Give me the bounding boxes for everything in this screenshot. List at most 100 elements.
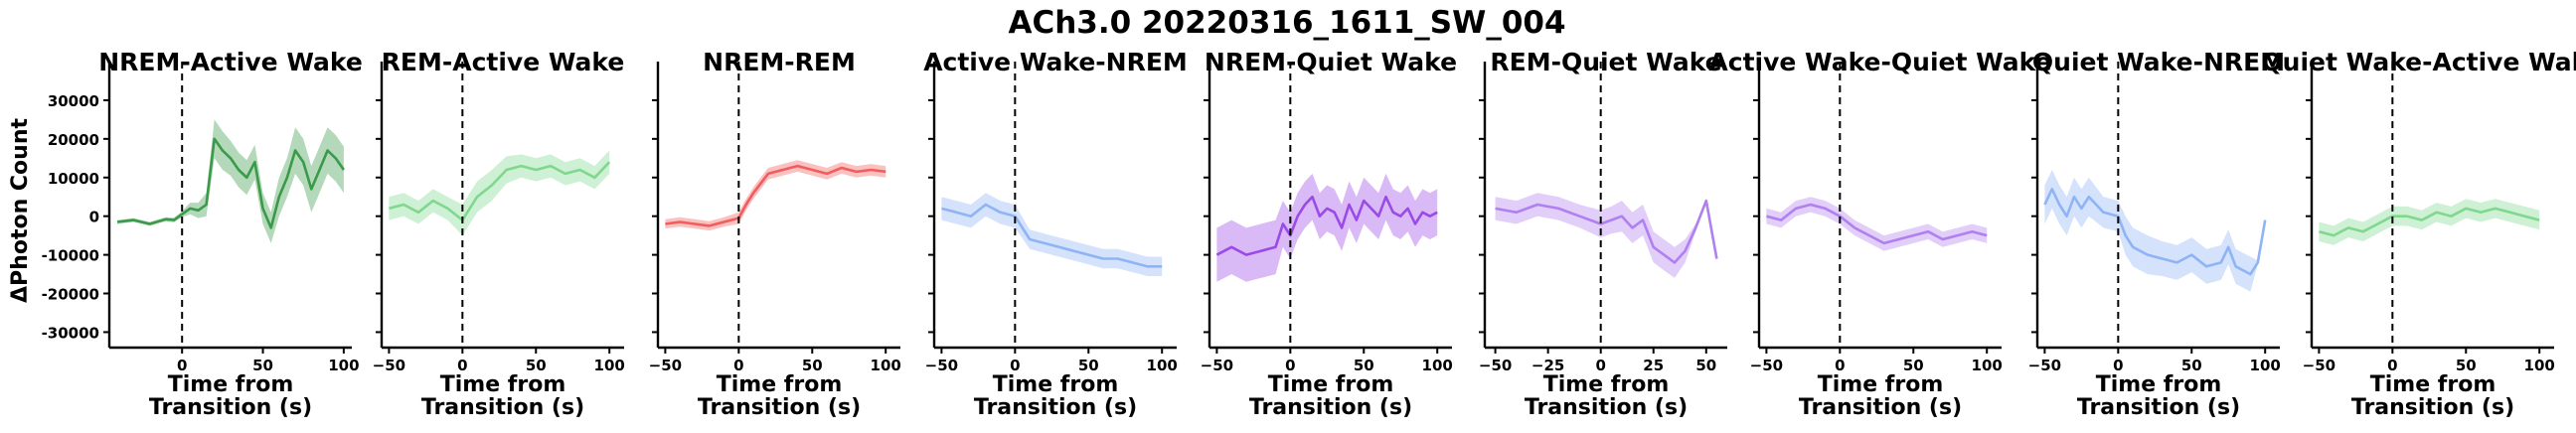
x-tick-label: −50 (925, 357, 958, 374)
series-line (1766, 203, 1988, 245)
x-axis-label: Transition (s) (698, 395, 861, 420)
x-axis-label: Time from (1543, 372, 1670, 397)
x-tick-label: 0 (2387, 357, 2397, 374)
subplot-title: Quiet Wake-NREM (2032, 48, 2285, 76)
x-tick-label: −50 (1479, 357, 1512, 374)
x-tick-label: 100 (594, 357, 625, 374)
confidence-band (2044, 170, 2266, 292)
x-axis-label: Time from (2096, 372, 2222, 397)
x-tick-label: 0 (1835, 357, 1845, 374)
x-axis-label: Time from (2370, 372, 2496, 397)
x-tick-label: 0 (1595, 357, 1605, 374)
x-tick-label: 50 (526, 357, 547, 374)
x-tick-label: 50 (2181, 357, 2202, 374)
x-tick-label: −50 (2303, 357, 2335, 374)
subplot-title: NREM-Quiet Wake (1205, 48, 1457, 76)
x-tick-label: −25 (1531, 357, 1564, 374)
y-tick-label: -30000 (42, 324, 99, 342)
x-tick-label: −50 (1750, 357, 1783, 374)
series-line (2043, 188, 2267, 276)
y-tick-label: 0 (89, 209, 99, 226)
x-tick-label: −50 (1201, 357, 1233, 374)
subplot-title: Active Wake-Quiet Wake (1708, 48, 2051, 76)
x-tick-label: 50 (802, 357, 823, 374)
x-tick-label: 100 (2524, 357, 2555, 374)
series-line (2319, 207, 2540, 237)
x-tick-label: 0 (1285, 357, 1295, 374)
x-tick-label: −50 (2028, 357, 2061, 374)
x-tick-label: 25 (1643, 357, 1664, 374)
subplot-4: −50 0 50 100 Active Wake-NREM Time fromTransi… (923, 48, 1188, 420)
x-tick-label: 50 (1078, 357, 1099, 374)
x-tick-label: −50 (649, 357, 682, 374)
x-axis-label: Transition (s) (149, 395, 312, 420)
x-tick-label: 0 (177, 357, 187, 374)
x-axis-label: Time from (1818, 372, 1944, 397)
x-tick-label: −50 (373, 357, 405, 374)
confidence-band (1766, 197, 1988, 251)
y-tick-label: -20000 (42, 286, 99, 304)
confidence-band (117, 119, 344, 243)
x-tick-label: 50 (1695, 357, 1716, 374)
confidence-band (2319, 199, 2540, 245)
x-axis-label: Time from (1268, 372, 1394, 397)
x-axis-label: Transition (s) (2077, 395, 2240, 420)
x-tick-label: 100 (2250, 357, 2281, 374)
x-axis-label: Time from (717, 372, 843, 397)
figure-suptitle: ACh3.0 20220316_1611_SW_004 (1008, 5, 1565, 41)
series-line (1215, 195, 1438, 256)
subplot-title: NREM-REM (703, 48, 856, 76)
y-tick-label: 10000 (48, 170, 99, 188)
subplot-title: Active Wake-NREM (923, 48, 1188, 76)
subplot-7: −50 0 50 100 Active Wake-Quiet Wake Time from… (1708, 48, 2051, 420)
y-axis-label: ΔPhoton Count (8, 118, 33, 303)
x-axis-label: Transition (s) (2351, 395, 2514, 420)
x-axis-label: Time from (993, 372, 1119, 397)
subplot-title: REM-Quiet Wake (1490, 48, 1721, 76)
subplot-title: NREM-Active Wake (98, 48, 363, 76)
x-tick-label: 100 (871, 357, 901, 374)
x-axis-label: Transition (s) (1799, 395, 1962, 420)
confidence-band (941, 193, 1163, 276)
x-axis-label: Transition (s) (1525, 395, 1688, 420)
subplot-6: −50 −25 0 25 50 REM-Quiet Wake Time fromTransi… (1479, 48, 1727, 420)
subplot-2: −50 0 50 100 REM-Active Wake Time fromTransit… (373, 48, 625, 420)
x-tick-label: 0 (1010, 357, 1020, 374)
x-axis-label: Transition (s) (1249, 395, 1412, 420)
x-tick-label: 50 (252, 357, 273, 374)
y-tick-label: -10000 (42, 247, 99, 265)
subplot-5: −50 0 50 100 NREM-Quiet Wake Time fromTransit… (1201, 48, 1457, 420)
x-tick-label: 100 (328, 357, 359, 374)
series-line (116, 137, 345, 229)
subplot-9: −50 0 50 100 Quiet Wake-Active Wake Time from… (2261, 48, 2576, 420)
x-tick-label: 100 (1147, 357, 1178, 374)
subplot-8: −50 0 50 100 Quiet Wake-NREM Time fromTransit… (2028, 48, 2285, 420)
x-tick-label: 100 (1972, 357, 2003, 374)
series-line (389, 161, 611, 221)
series-line (1495, 199, 1718, 264)
x-tick-label: 50 (1354, 357, 1374, 374)
confidence-band (665, 160, 886, 231)
subplot-1: -30000 -20000 -10000 0 10000 20000 30000 0 50 100… (42, 48, 363, 420)
x-tick-label: 50 (2456, 357, 2477, 374)
x-tick-label: 100 (1422, 357, 1453, 374)
subplot-title: REM-Active Wake (382, 48, 625, 76)
x-axis-label: Transition (s) (974, 395, 1137, 420)
confidence-band (389, 150, 610, 236)
x-tick-label: 0 (457, 357, 467, 374)
x-tick-label: 0 (733, 357, 743, 374)
x-axis-label: Time from (440, 372, 566, 397)
series-line (665, 164, 886, 227)
x-axis-label: Transition (s) (421, 395, 584, 420)
x-tick-label: 0 (2113, 357, 2123, 374)
y-tick-label: 20000 (48, 131, 99, 149)
x-tick-label: 50 (1903, 357, 1924, 374)
confidence-band (1216, 173, 1438, 282)
subplot-title: Quiet Wake-Active Wake (2261, 48, 2576, 76)
series-line (941, 203, 1163, 268)
confidence-band (1495, 193, 1717, 278)
